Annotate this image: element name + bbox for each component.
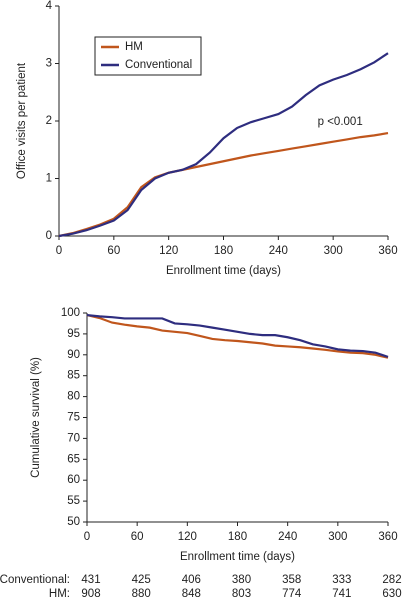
x-tick-label: 180 [214, 245, 233, 257]
risk-count: 880 [132, 588, 151, 599]
y-tick-label: 85 [67, 370, 80, 382]
x-tick-label: 240 [269, 245, 288, 257]
x-axis-label: Enrollment time (days) [166, 265, 281, 277]
risk-count: 630 [382, 588, 401, 599]
x-tick-label: 300 [328, 531, 347, 543]
x-tick-label: 60 [131, 531, 144, 543]
risk-count: 333 [332, 574, 351, 586]
y-tick-label: 60 [67, 474, 80, 486]
row-label: HM: [49, 588, 70, 599]
y-tick-label: 1 [46, 173, 52, 185]
x-tick-label: 360 [378, 245, 397, 257]
y-tick-label: 95 [67, 328, 80, 340]
risk-count: 803 [232, 588, 251, 599]
x-tick-label: 300 [324, 245, 343, 257]
line-series [86, 314, 389, 359]
y-tick-label: 4 [46, 0, 53, 12]
x-tick-label: 120 [159, 245, 178, 257]
y-tick-label: 70 [67, 432, 80, 444]
y-tick-label: 50 [67, 516, 80, 528]
y-axis-label: Cumulative survival (%) [30, 357, 42, 478]
line-series [58, 52, 389, 238]
row-label: Conventional: [0, 574, 70, 586]
line-series [58, 131, 389, 238]
y-tick-label: 80 [67, 391, 80, 403]
y-tick-label: 90 [67, 349, 80, 361]
y-tick-label: 0 [46, 230, 52, 242]
risk-count: 908 [81, 588, 100, 599]
y-tick-label: 75 [67, 412, 80, 424]
legend-label: HM [125, 41, 143, 53]
x-tick-label: 60 [107, 245, 120, 257]
risk-count: 358 [282, 574, 301, 586]
risk-count: 380 [232, 574, 251, 586]
x-tick-label: 240 [278, 531, 297, 543]
risk-count: 431 [81, 574, 100, 586]
y-tick-label: 100 [61, 307, 80, 319]
line-series [86, 313, 389, 358]
y-axis-label: Office visits per patient [16, 62, 28, 179]
x-tick-label: 0 [84, 531, 90, 543]
x-tick-label: 120 [178, 531, 197, 543]
y-tick-label: 65 [67, 453, 80, 465]
x-tick-label: 180 [228, 531, 247, 543]
legend-label: Conventional [125, 59, 192, 71]
risk-count: 406 [182, 574, 201, 586]
x-tick-label: 0 [56, 245, 62, 257]
risk-count: 848 [182, 588, 201, 599]
x-tick-label: 360 [378, 531, 397, 543]
x-axis-label: Enrollment time (days) [180, 551, 295, 563]
y-tick-label: 3 [46, 58, 52, 70]
annotation: p <0.001 [318, 116, 363, 128]
y-tick-label: 2 [46, 115, 52, 127]
risk-count: 774 [282, 588, 302, 599]
risk-count: 741 [332, 588, 351, 599]
y-tick-label: 55 [67, 495, 80, 507]
risk-count: 425 [132, 574, 151, 586]
legend-box [94, 36, 202, 76]
risk-count: 282 [382, 574, 401, 586]
